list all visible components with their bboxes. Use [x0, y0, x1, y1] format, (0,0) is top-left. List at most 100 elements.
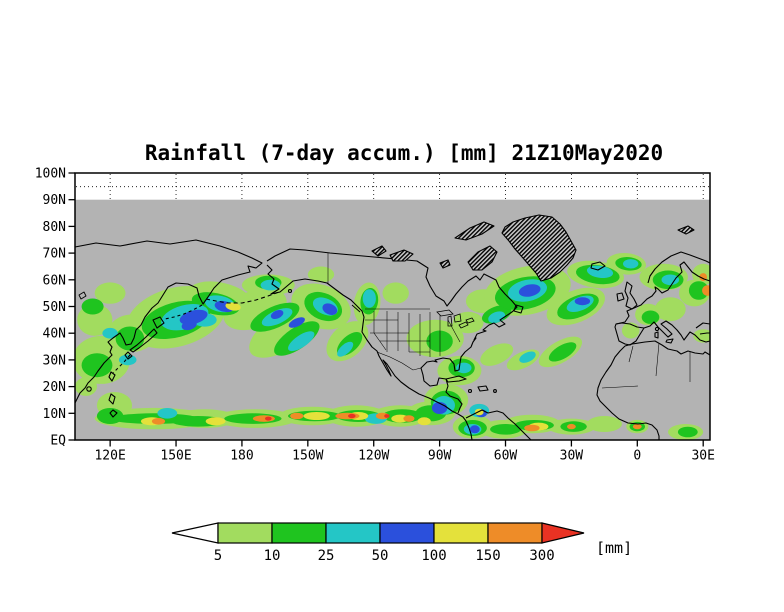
rain-patch — [205, 417, 226, 426]
mediterranean-coastline — [643, 320, 711, 343]
lat-tick-label: 80N — [43, 220, 66, 235]
north-america-west-coastline — [266, 264, 473, 441]
philippines — [108, 393, 118, 418]
colorbar-segment — [379, 522, 435, 544]
puerto-rico — [493, 389, 497, 393]
colorbar-segment — [325, 522, 381, 544]
rain-patch — [337, 341, 354, 357]
iceland — [590, 261, 606, 271]
rain-patch — [81, 298, 104, 315]
africa-north-coastline — [624, 340, 711, 356]
black-sea-coastline — [695, 322, 711, 335]
lat-tick-label: EQ — [50, 434, 66, 449]
lake-ontario — [465, 317, 475, 324]
colorbar-label: 10 — [264, 548, 281, 564]
rain-patch — [548, 342, 577, 362]
lat-tick-label: 30N — [43, 353, 66, 368]
rain-patch — [118, 354, 137, 366]
rain-patch — [403, 415, 415, 422]
rain-patch — [382, 282, 409, 304]
asia-coastline — [74, 239, 263, 404]
lon-tick-label: 0 — [633, 449, 641, 464]
europe-coastline — [615, 261, 711, 325]
hispaniola — [477, 385, 489, 392]
iberia — [614, 322, 645, 346]
greenland — [501, 214, 577, 282]
jamaica — [467, 388, 473, 394]
rain-patch — [677, 426, 698, 438]
baffin-island — [467, 245, 498, 271]
lat-tick-label: 40N — [43, 327, 66, 342]
lon-tick-label: 90W — [428, 449, 452, 464]
rain-patch — [490, 424, 521, 435]
axes: 100N 90N 80N 70N 60N 50N 40N 30N 20N 10N EQ 120E 150… — [35, 167, 715, 464]
rain-patch — [81, 353, 113, 378]
lon-tick-label: 150E — [160, 449, 191, 464]
rain-patch — [688, 281, 709, 300]
coastlines — [74, 214, 711, 441]
aleutian-islands — [205, 291, 280, 304]
great-lakes — [436, 309, 475, 329]
lat-tick-label: 70N — [43, 247, 66, 262]
colorbar-unit-label: [mm] — [596, 539, 632, 557]
rain-patch — [151, 418, 166, 425]
victoria-island — [389, 249, 414, 262]
lake-huron — [453, 313, 462, 323]
rain-patch — [641, 310, 660, 324]
colorbar-segment — [271, 522, 327, 544]
japan-hokkaido — [152, 316, 165, 329]
rain-patch — [654, 297, 686, 322]
svalbard — [677, 225, 695, 235]
rain-patch — [362, 289, 376, 308]
rain-patch — [693, 329, 710, 343]
great-britain — [624, 281, 638, 310]
colorbar-label: 150 — [475, 548, 500, 564]
rain-patch — [702, 285, 710, 296]
lake-erie — [458, 321, 469, 329]
lon-tick-label: 30W — [560, 449, 584, 464]
plot-frame — [74, 172, 711, 441]
colorbar-segment — [433, 522, 489, 544]
rain-patch — [524, 424, 540, 432]
lake-superior — [436, 309, 454, 317]
rain-patch — [260, 279, 281, 291]
taiwan — [108, 371, 116, 382]
ellesmere-island — [454, 221, 495, 241]
rain-patch — [181, 320, 197, 331]
colorbar: 5 10 25 50 100 150 300 [mm] — [171, 522, 632, 564]
rain-patch — [270, 309, 284, 320]
north-america-arctic-east-coastline — [266, 248, 518, 414]
corsica — [654, 326, 660, 332]
rain-patch — [179, 309, 208, 325]
rain-patch — [322, 303, 338, 315]
newfoundland — [513, 304, 524, 314]
rain-patch — [621, 322, 640, 339]
colorbar-arrow-left — [171, 522, 219, 544]
colorbar-segment — [487, 522, 543, 544]
lat-tick-label: 100N — [35, 167, 66, 182]
rain-patch — [632, 423, 642, 430]
lat-tick-label: 90N — [43, 193, 66, 208]
lat-tick-label: 10N — [43, 407, 66, 422]
south-america-north-coastline — [465, 409, 532, 441]
colorbar-label: 300 — [529, 548, 554, 564]
banks-island — [371, 245, 387, 257]
rain-patch — [102, 327, 118, 339]
ireland — [616, 292, 625, 302]
rain-patch — [384, 414, 390, 418]
cuba — [445, 375, 467, 383]
rain-patch — [469, 425, 480, 434]
lake-baikal — [78, 291, 87, 300]
rain-patch — [288, 317, 305, 328]
rain-patch — [252, 415, 275, 422]
hainan-island — [86, 386, 92, 392]
rain-patch — [265, 416, 272, 421]
colorbar-arrow-right — [541, 522, 585, 544]
rainfall-shading — [75, 253, 710, 440]
rain-patch — [94, 282, 126, 304]
rain-patch — [567, 423, 576, 430]
rain-patch — [519, 351, 536, 363]
africa-border — [628, 345, 634, 363]
lon-tick-label: 30E — [691, 449, 714, 464]
